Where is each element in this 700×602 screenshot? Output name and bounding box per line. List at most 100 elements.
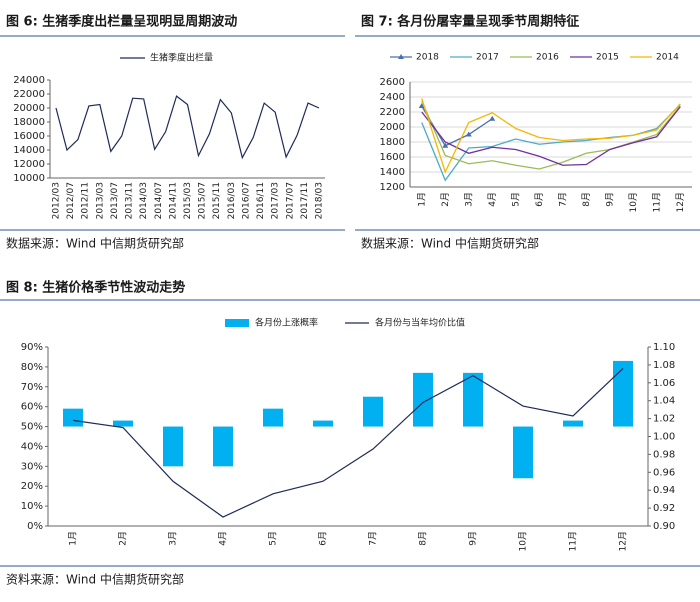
x-tick-label: 12月: [675, 192, 686, 212]
x-tick-label: 2月: [440, 192, 451, 207]
x-tick-label: 2015/11: [212, 182, 222, 219]
bar: [513, 426, 533, 479]
y-tick-label: 80%: [21, 362, 43, 373]
y-tick-label: 90%: [21, 342, 43, 353]
line: [421, 100, 681, 170]
y-tick-label: 22000: [13, 89, 45, 100]
y-tick-label: 1800: [380, 137, 405, 148]
y-tick-label: 60%: [21, 402, 43, 413]
x-tick-label: 7月: [368, 531, 379, 546]
y-tick-label: 0%: [27, 521, 43, 532]
y2-tick-label: 1.06: [653, 378, 675, 389]
x-tick-label: 4月: [487, 192, 498, 207]
bar: [313, 420, 333, 427]
source-note: 资料来源：Wind 中信期货研究部: [6, 572, 184, 587]
x-tick-label: 3月: [168, 531, 179, 546]
x-tick-label: 11月: [651, 192, 662, 212]
x-tick-label: 2017/07: [285, 182, 295, 219]
y-tick-label: 20%: [21, 481, 43, 492]
x-tick-label: 2013/11: [125, 182, 135, 219]
x-tick-label: 12月: [618, 531, 629, 551]
x-tick-label: 2013/03: [95, 182, 105, 219]
y-tick-label: 50%: [21, 422, 43, 433]
x-tick-label: 4月: [218, 531, 229, 546]
x-tick-label: 8月: [581, 192, 592, 207]
x-tick-label: 3月: [463, 192, 474, 207]
point: [489, 115, 496, 121]
legend-label: 各月份上涨概率: [255, 317, 318, 329]
x-tick-label: 2012/11: [81, 182, 91, 219]
y-tick-label: 40%: [21, 441, 43, 452]
bar: [363, 396, 383, 427]
x-tick-label: 5月: [268, 531, 279, 546]
legend-label: 2015: [596, 53, 619, 63]
legend-label: 2018: [416, 53, 439, 63]
bar: [113, 420, 133, 427]
y-tick-label: 12000: [13, 159, 45, 170]
bar: [63, 408, 83, 427]
x-tick-label: 2016/11: [256, 182, 266, 219]
source-note: 数据来源：Wind 中信期货研究部: [361, 236, 539, 251]
y2-tick-label: 1.10: [653, 342, 675, 353]
bar: [463, 372, 483, 427]
legend-label: 2017: [476, 53, 499, 63]
x-tick-label: 2012/07: [66, 182, 76, 219]
x-tick-label: 2013/07: [110, 182, 120, 219]
x-tick-label: 11月: [568, 531, 579, 551]
y-tick-label: 1400: [380, 167, 405, 178]
legend-label: 2014: [656, 53, 679, 63]
y-tick-label: 10000: [13, 173, 45, 184]
figure-caption: 图 6: 生猪季度出栏量呈现明显周期波动: [6, 14, 237, 30]
y-tick-label: 1200: [380, 182, 405, 193]
point: [465, 131, 472, 137]
y2-tick-label: 0.90: [653, 521, 675, 532]
x-tick-label: 7月: [557, 192, 568, 207]
figure-caption: 图 8: 生猪价格季节性波动走势: [6, 280, 185, 296]
line: [421, 106, 681, 166]
x-tick-label: 6月: [534, 192, 545, 207]
y-tick-label: 2000: [380, 122, 405, 133]
y2-tick-label: 0.98: [653, 449, 675, 460]
line: [421, 105, 493, 147]
x-tick-label: 9月: [604, 192, 615, 207]
line: [421, 98, 681, 174]
x-tick-label: 2015/03: [183, 182, 193, 219]
legend-label: 生猪季度出栏量: [150, 52, 213, 64]
legend-marker: [398, 54, 404, 59]
y-tick-label: 20000: [13, 103, 45, 114]
line: [55, 95, 320, 160]
x-tick-label: 2月: [118, 531, 129, 546]
legend-swatch: [225, 319, 249, 327]
x-tick-label: 2014/11: [168, 182, 178, 219]
x-tick-label: 5月: [510, 192, 521, 207]
x-tick-label: 6月: [318, 531, 329, 546]
y2-tick-label: 0.96: [653, 467, 675, 478]
x-tick-label: 2012/03: [52, 182, 62, 219]
y-tick-label: 30%: [21, 461, 43, 472]
bar: [213, 426, 233, 467]
y2-tick-label: 1.00: [653, 432, 675, 443]
y-tick-label: 24000: [13, 75, 45, 86]
legend-label: 各月份与当年均价比值: [375, 317, 465, 329]
y2-tick-label: 1.04: [653, 396, 675, 407]
y-tick-label: 2200: [380, 107, 405, 118]
x-tick-label: 2017/11: [300, 182, 310, 219]
y-tick-label: 16000: [13, 131, 45, 142]
bar: [163, 426, 183, 467]
bar: [263, 408, 283, 427]
x-tick-label: 2016/03: [227, 182, 237, 219]
x-tick-label: 2018/03: [315, 182, 325, 219]
x-tick-label: 1月: [416, 192, 427, 207]
x-tick-label: 2014/03: [139, 182, 149, 219]
bar: [613, 360, 633, 427]
x-tick-label: 9月: [468, 531, 479, 546]
x-tick-label: 2016/07: [241, 182, 251, 219]
bar: [413, 372, 433, 427]
x-tick-label: 1月: [68, 531, 79, 546]
y2-tick-label: 0.92: [653, 503, 675, 514]
line: [72, 368, 624, 518]
y-tick-label: 2400: [380, 92, 405, 103]
y-tick-label: 2600: [380, 77, 405, 88]
y-tick-label: 14000: [13, 145, 45, 156]
